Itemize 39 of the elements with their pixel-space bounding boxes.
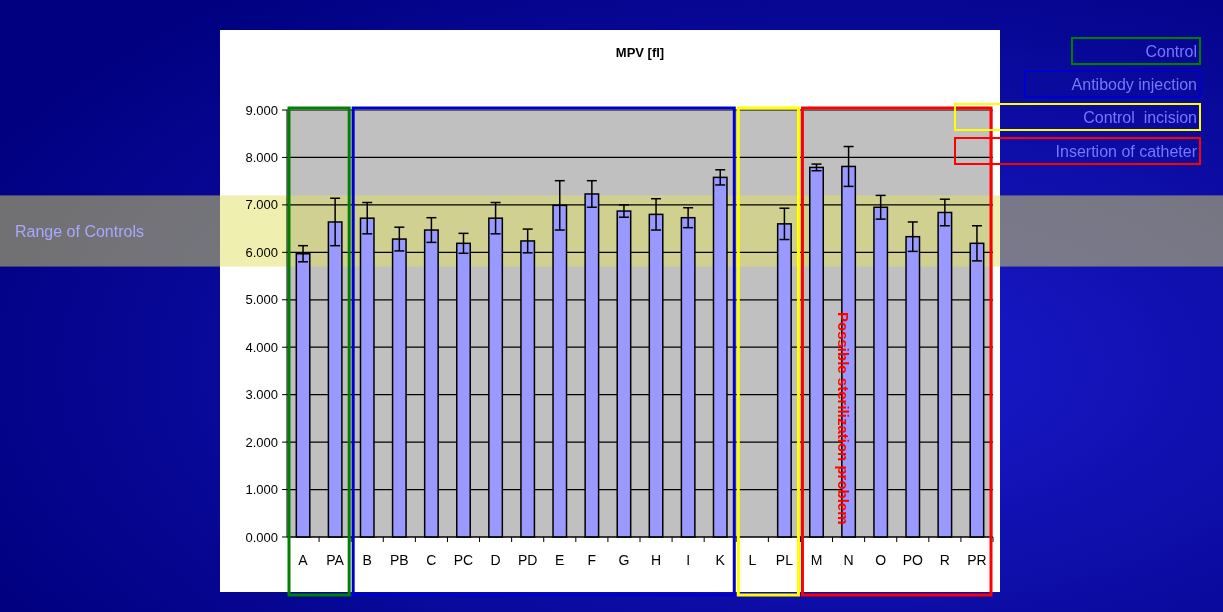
x-tick-label: R [939,552,950,568]
x-tick-label: N [843,552,854,568]
y-tick-label: 4.000 [245,339,278,355]
x-tick-label: PD [517,552,538,568]
y-tick-label: 8.000 [245,149,278,165]
x-tick-label: PR [967,552,987,568]
text: Antibody injection [1071,75,1197,93]
x-tick-label: G [618,552,630,568]
text: Control incision [1083,108,1197,126]
y-tick-label: 9.000 [245,102,278,118]
x-tick-label: PA [326,552,345,568]
x-tick-label: K [715,552,726,568]
x-tick-label: PB [389,552,409,568]
x-tick-label: O [875,552,887,568]
x-tick-label: L [748,552,757,568]
x-tick-label: PC [453,552,474,568]
chart-title: MPV [fl] [615,45,665,60]
x-tick-label: C [426,552,437,568]
text: Control [1145,42,1197,60]
annotation: Possible sterilization problem [835,312,852,525]
band-label: Range of Controls [15,222,144,240]
x-tick-label: A [298,552,309,568]
x-tick-label: PL [775,552,794,568]
y-tick-label: 0.000 [245,529,278,545]
x-tick-label: D [490,552,501,568]
y-tick-label: 3.000 [245,387,278,403]
y-tick-label: 5.000 [245,292,278,308]
y-tick-label: 1.000 [245,482,278,498]
y-tick-label: 2.000 [245,434,278,450]
x-tick-label: H [650,552,662,568]
x-tick-label: F [587,552,597,568]
y-tick-label: 6.000 [245,244,278,260]
text: Insertion of catheter [1055,142,1198,160]
x-tick-label: I [686,552,691,568]
x-tick-label: M [810,552,823,568]
x-tick-label: E [555,552,565,568]
x-tick-label: B [362,552,372,568]
y-tick-label: 7.000 [245,197,278,213]
x-tick-label: PO [902,552,923,568]
